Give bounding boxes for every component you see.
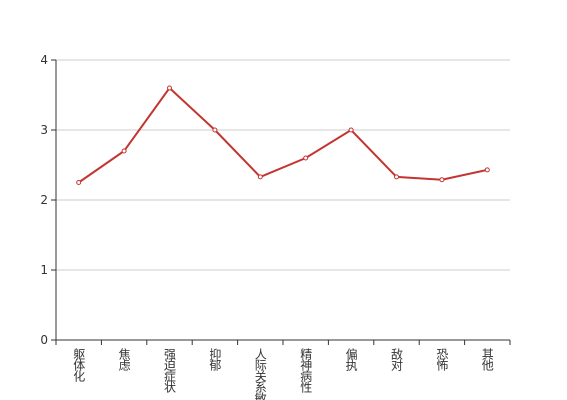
y-tick-label: 2 — [40, 193, 48, 207]
x-tick-label: 抑郁 — [208, 347, 222, 372]
point — [394, 174, 399, 180]
y-tick-label: 1 — [40, 263, 48, 277]
point — [212, 127, 218, 133]
x-tick-label: 偏执 — [344, 347, 358, 372]
point — [76, 180, 82, 185]
x-tick-label: 人际关系敏感 — [253, 348, 267, 400]
point — [348, 127, 354, 133]
x-tick-label: 精神病性 — [299, 348, 313, 394]
y-tick-label: 0 — [40, 333, 48, 347]
y-tick-label: 4 — [40, 53, 48, 67]
x-tick-label: 恐怖 — [435, 348, 449, 371]
point — [303, 155, 309, 161]
point — [121, 148, 127, 154]
x-tick-label: 躯体化 — [72, 347, 86, 383]
series-line — [78, 86, 488, 184]
point — [257, 174, 263, 180]
x-tick-label: 强迫症状 — [163, 348, 177, 393]
point — [484, 167, 490, 173]
x-tick-label: 焦虑 — [117, 348, 131, 371]
point — [167, 85, 172, 91]
y-tick-label: 3 — [40, 123, 48, 137]
x-tick-label: 其他 — [480, 348, 494, 371]
point — [439, 177, 445, 183]
x-tick-label: 敌对 — [390, 347, 404, 371]
